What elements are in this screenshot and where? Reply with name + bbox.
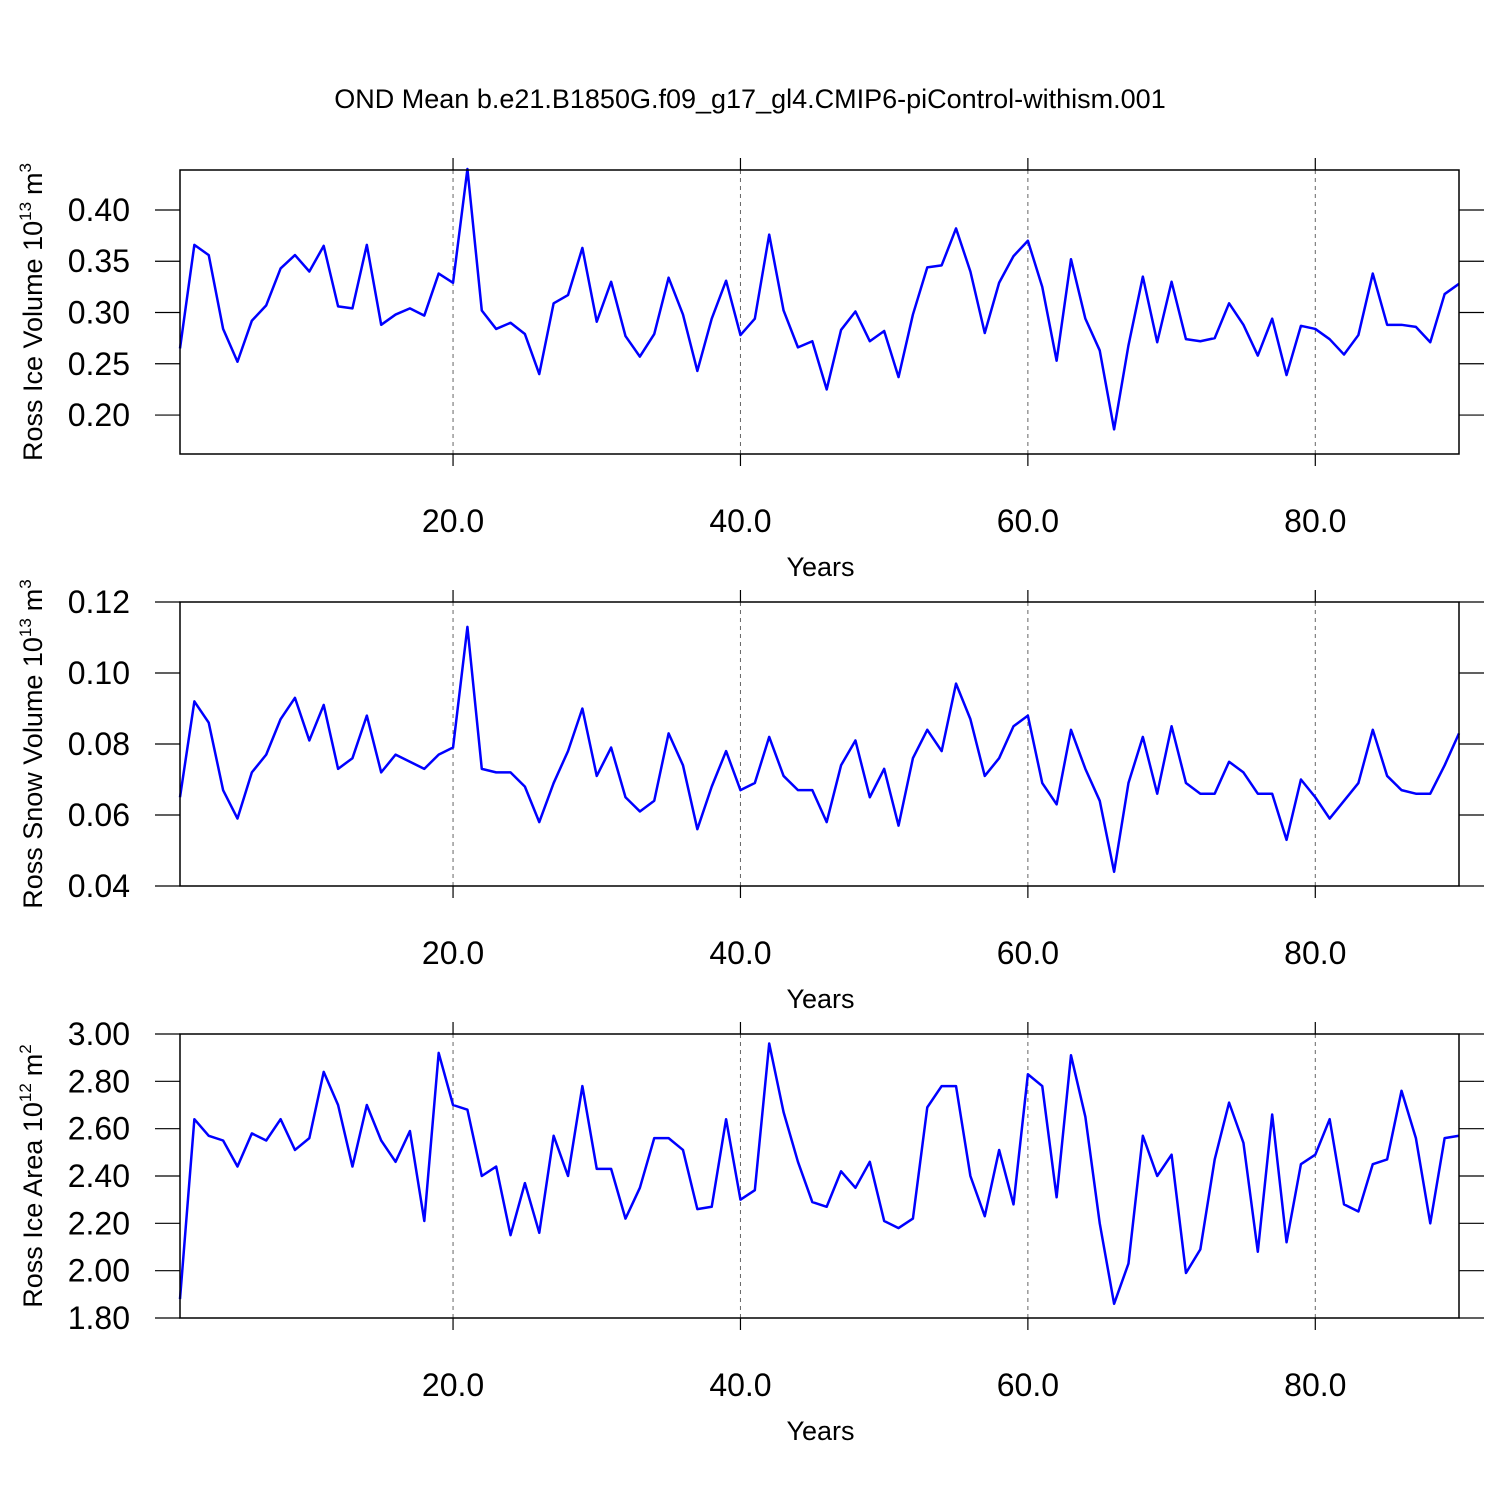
y-label-exponent: 13 <box>16 202 35 221</box>
panel: 20.0 40.0 60.0 80.0 0.20 0.25 0.30 0.35 0.40 Year… <box>16 158 1484 582</box>
y-tick-label: 0.12 <box>68 584 130 620</box>
y-tick-label: 2.00 <box>68 1253 130 1289</box>
x-tick-label: 60.0 <box>997 503 1059 539</box>
data-line <box>178 167 1460 431</box>
y-tick-label: 0.10 <box>68 655 130 691</box>
figure-title: OND Mean b.e21.B1850G.f09_g17_gl4.CMIP6-… <box>334 84 1165 114</box>
y-label-text: Ross Ice Area 10 <box>18 1102 48 1308</box>
y-axis-label: Ross Snow Volume 1013 m3 <box>16 579 48 909</box>
x-tick-label: 20.0 <box>422 503 484 539</box>
x-tick-label: 20.0 <box>422 935 484 971</box>
x-tick-label: 40.0 <box>709 503 771 539</box>
y-tick-label: 2.40 <box>68 1158 130 1194</box>
x-tick-label: 60.0 <box>997 1367 1059 1403</box>
y-tick-label: 3.00 <box>68 1016 130 1052</box>
y-tick-label: 0.08 <box>68 726 130 762</box>
y-tick-label: 0.25 <box>68 346 130 382</box>
y-label-exponent: 13 <box>16 618 35 637</box>
y-tick-label: 0.20 <box>68 397 130 433</box>
y-label-unit-exponent: 3 <box>16 163 35 172</box>
y-label-unit: m <box>18 172 48 195</box>
data-line <box>178 1042 1460 1306</box>
y-label-unit-exponent: 3 <box>16 579 35 588</box>
y-tick-label: 2.80 <box>68 1063 130 1099</box>
y-tick-label: 2.20 <box>68 1205 130 1241</box>
y-tick-label: 0.35 <box>68 243 130 279</box>
panel: 20.0 40.0 60.0 80.0 0.04 0.06 0.08 0.10 0.12 Year… <box>16 579 1484 1014</box>
x-tick-label: 80.0 <box>1284 503 1346 539</box>
y-tick-label: 0.04 <box>68 868 130 904</box>
y-axis-label: Ross Ice Volume 1013 m3 <box>16 163 48 461</box>
y-label-unit: m <box>18 589 48 612</box>
x-axis-label: Years <box>786 552 854 582</box>
x-axis-label: Years <box>786 984 854 1014</box>
y-tick-label: 2.60 <box>68 1111 130 1147</box>
x-tick-label: 40.0 <box>709 935 771 971</box>
plot-frame <box>179 601 1460 887</box>
data-line <box>178 625 1461 874</box>
x-tick-label: 20.0 <box>422 1367 484 1403</box>
panel: 20.0 40.0 60.0 80.0 1.80 2.00 2.20 2.40 2.60 2.80… <box>16 1016 1484 1446</box>
y-label-exponent: 12 <box>16 1083 35 1102</box>
x-tick-label: 80.0 <box>1284 935 1346 971</box>
y-tick-label: 1.80 <box>68 1300 130 1336</box>
y-label-text: Ross Snow Volume 10 <box>18 637 48 909</box>
y-label-text: Ross Ice Volume 10 <box>18 221 48 461</box>
plot-frame <box>179 169 1460 455</box>
plot-frame <box>179 1033 1460 1319</box>
y-label-unit: m <box>18 1054 48 1077</box>
y-tick-label: 0.30 <box>68 295 130 331</box>
y-axis-label: Ross Ice Area 1012 m2 <box>16 1044 48 1308</box>
x-tick-label: 60.0 <box>997 935 1059 971</box>
x-axis-label: Years <box>786 1416 854 1446</box>
y-tick-label: 0.40 <box>68 192 130 228</box>
y-tick-label: 0.06 <box>68 797 130 833</box>
x-tick-label: 80.0 <box>1284 1367 1346 1403</box>
y-label-unit-exponent: 2 <box>16 1044 35 1053</box>
x-tick-label: 40.0 <box>709 1367 771 1403</box>
